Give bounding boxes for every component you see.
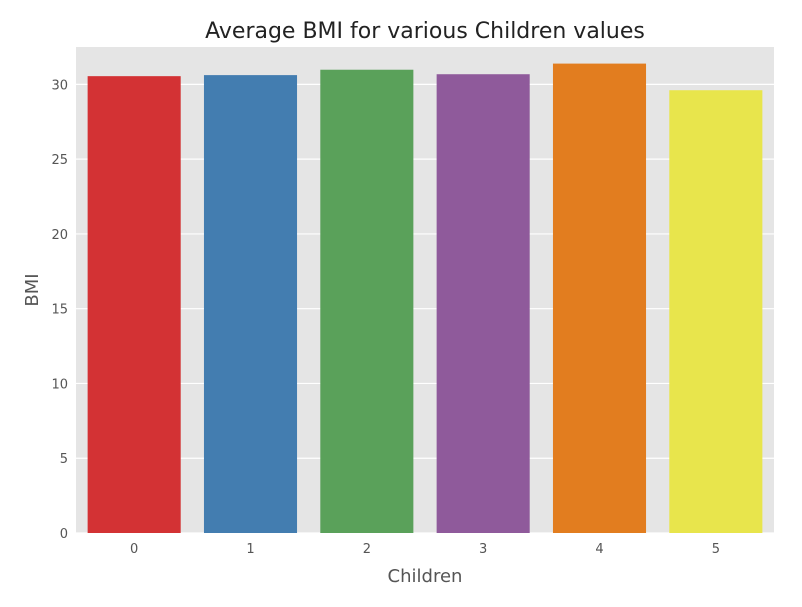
y-tick-label: 30 [51,78,68,93]
y-tick-label: 20 [51,228,68,243]
plot-area [76,47,774,533]
bar-children-4 [552,63,647,534]
y-tick-label: 5 [60,452,68,467]
bar-children-1 [203,75,298,534]
gridlines [76,83,774,534]
x-tick-label: 5 [712,542,720,557]
y-tick-label: 25 [51,153,68,168]
bar-children-5 [669,90,763,533]
bar-children-0 [87,76,181,533]
bar-children-2 [320,69,414,533]
x-tick-label: 0 [130,542,138,557]
bars [87,63,763,534]
y-axis-label: BMI [22,273,43,306]
bar-children-3 [436,74,530,533]
chart-title: Average BMI for various Children values [205,19,645,44]
x-axis-label: Children [388,566,463,587]
x-tick-label: 4 [595,542,603,557]
x-tick-label: 3 [479,542,487,557]
y-tick-label: 0 [60,527,68,542]
x-tick-label: 2 [363,542,371,557]
x-tick-label: 1 [246,542,254,557]
x-tick-labels: 0 1 2 3 4 5 [130,542,720,557]
y-tick-label: 10 [51,377,68,392]
y-tick-labels: 0 5 10 15 20 25 30 [51,78,68,542]
y-tick-label: 15 [51,303,68,318]
